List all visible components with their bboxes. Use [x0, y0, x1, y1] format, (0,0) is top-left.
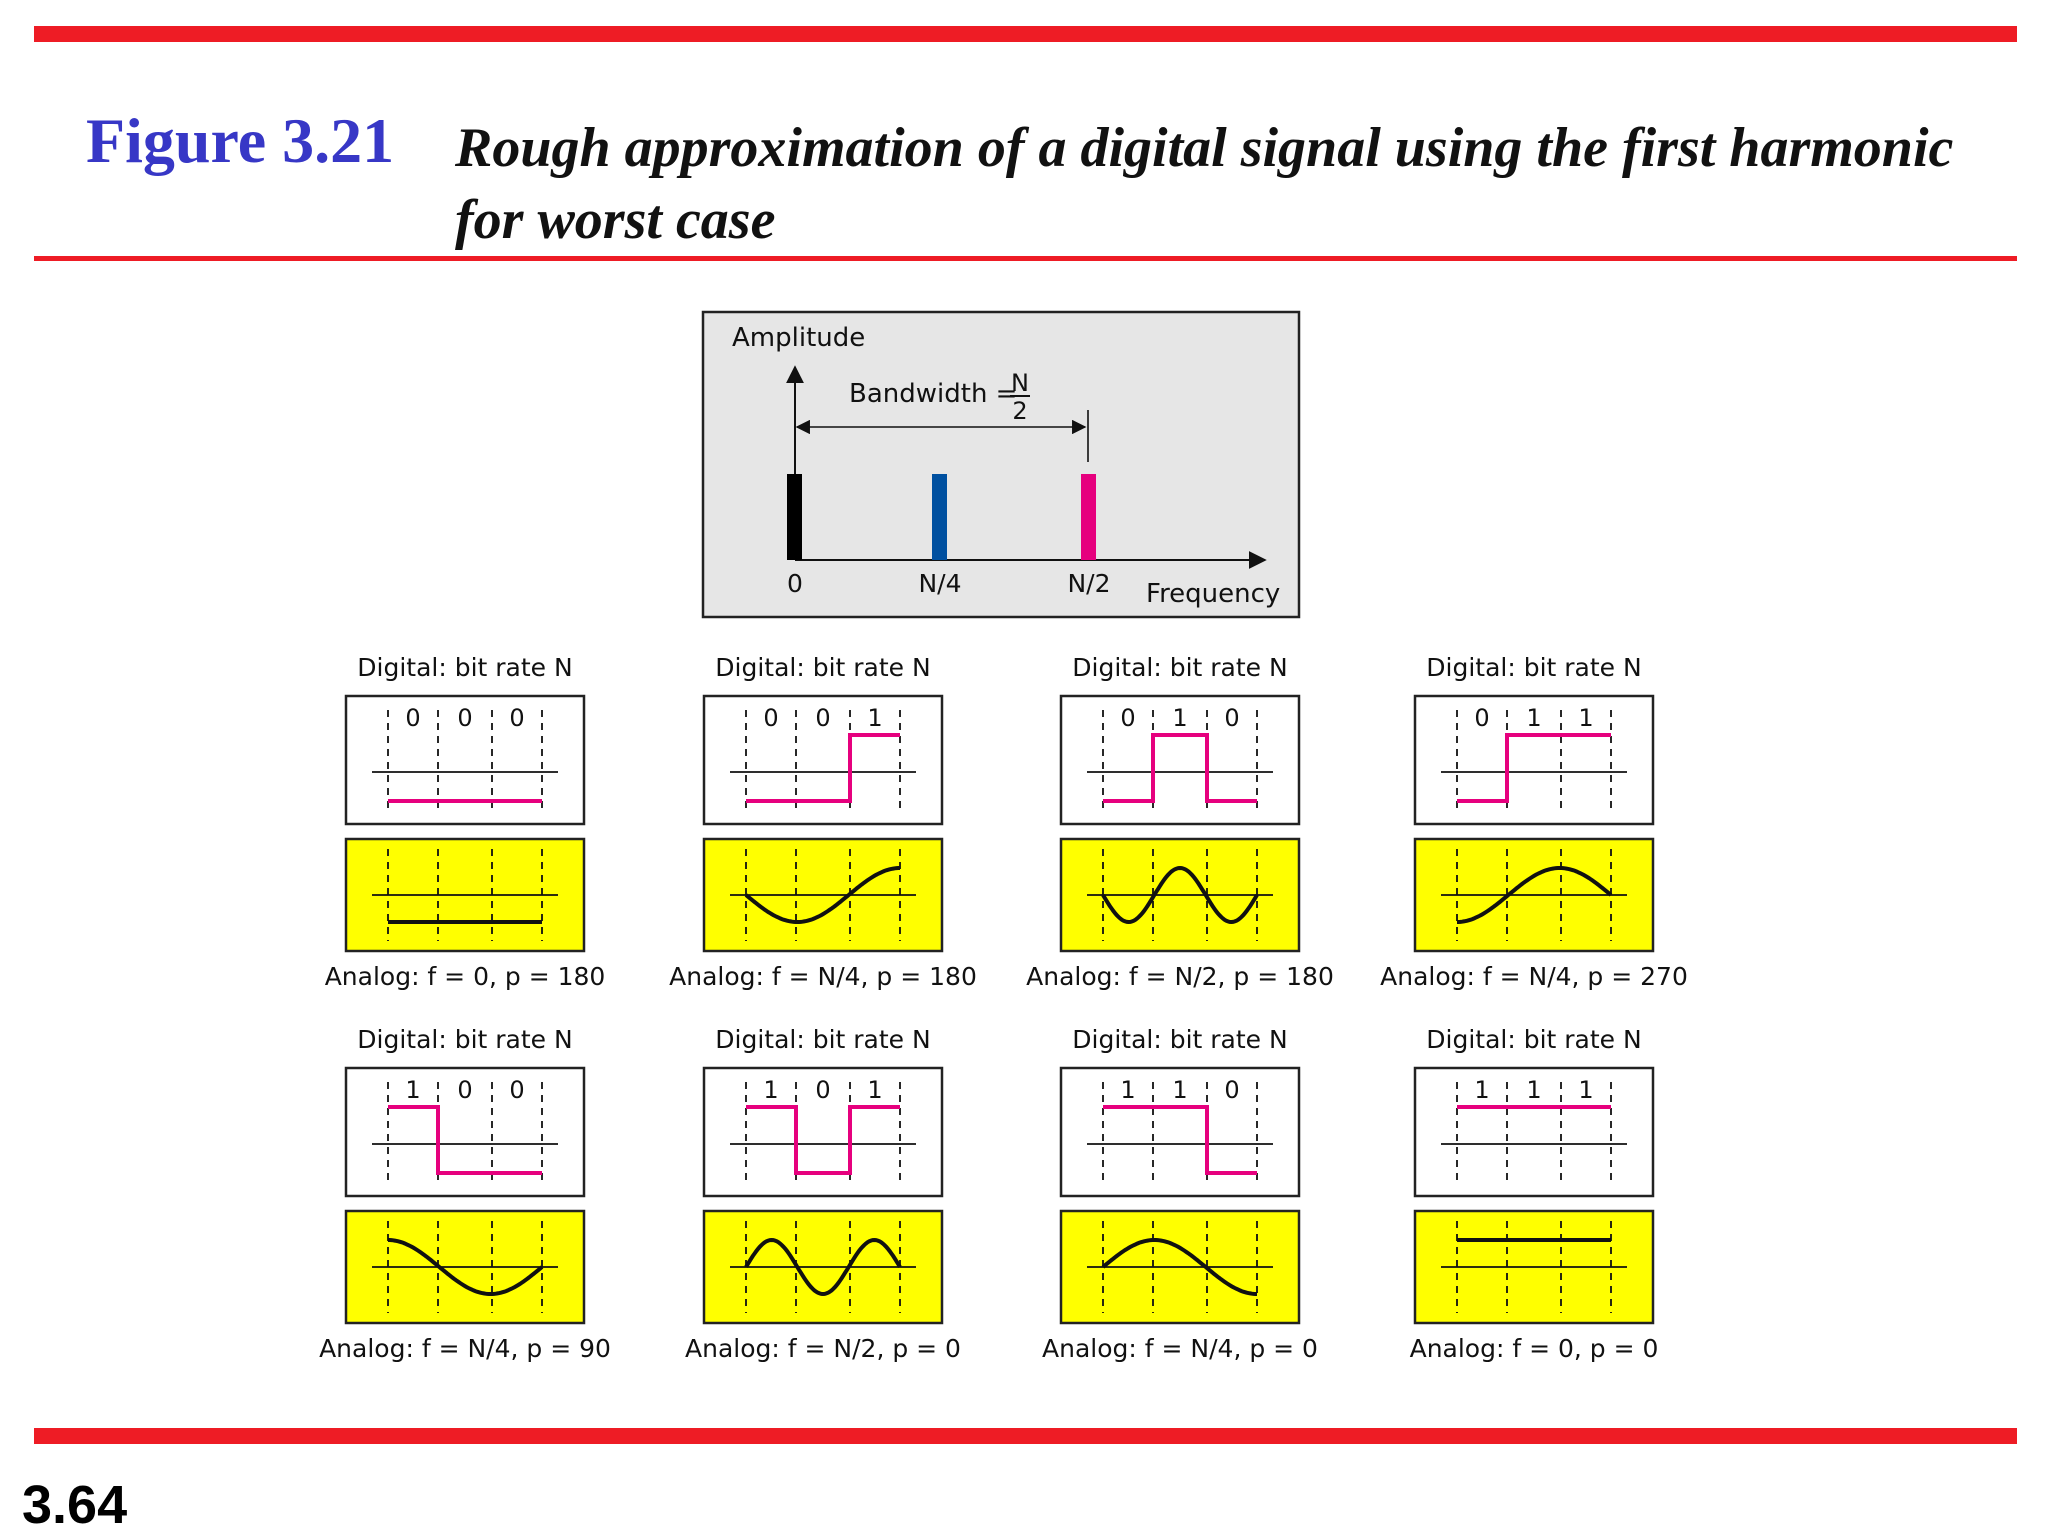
- digital-label: Digital: bit rate N: [1426, 1025, 1641, 1054]
- digital-box: [1059, 1066, 1301, 1198]
- bit-label: 1: [1474, 1076, 1489, 1104]
- signal-panel: Digital: bit rate N 1 1 0 Analog: f = N/4, p…: [1042, 1025, 1318, 1363]
- analog-label: Analog: f = N/2, p = 180: [1026, 962, 1334, 991]
- digital-signal: [1457, 733, 1611, 803]
- title-underline: [34, 256, 2017, 261]
- signal-panel: Digital: bit rate N 1 0 0 Analog: f = N/4, p…: [319, 1025, 611, 1363]
- digital-label: Digital: bit rate N: [1072, 1025, 1287, 1054]
- analog-wave: [1457, 866, 1613, 924]
- digital-signal: [746, 733, 900, 803]
- analog-wave: [744, 866, 900, 924]
- bit-label: 1: [763, 1076, 778, 1104]
- digital-box: [1059, 694, 1301, 826]
- bit-label: 0: [1120, 704, 1135, 732]
- bit-label: 0: [1474, 704, 1489, 732]
- bit-label: 0: [815, 704, 830, 732]
- harmonic-figure: Amplitude Bandwidth = N 2 0 N/4 N/2 Freq…: [319, 310, 1688, 1363]
- analog-label: Analog: f = N/2, p = 0: [685, 1334, 961, 1363]
- frequency-label: Frequency: [1146, 579, 1280, 609]
- tick-label-n4: N/4: [918, 569, 961, 598]
- bit-label: 0: [1224, 704, 1239, 732]
- spectrum-box: [701, 310, 1301, 619]
- analog-label: Analog: f = N/4, p = 180: [669, 962, 977, 991]
- digital-label: Digital: bit rate N: [357, 653, 572, 682]
- bit-label: 1: [1120, 1076, 1135, 1104]
- bit-label: 0: [509, 1076, 524, 1104]
- tick-label-0: 0: [787, 569, 803, 598]
- analog-label: Analog: f = 0, p = 0: [1410, 1334, 1659, 1363]
- bit-label: 0: [763, 704, 778, 732]
- digital-signal: [1103, 1105, 1257, 1175]
- digital-box: [1413, 1066, 1655, 1198]
- digital-label: Digital: bit rate N: [357, 1025, 572, 1054]
- bandwidth-denominator: 2: [1012, 397, 1027, 425]
- figure-number: Figure 3.21: [86, 105, 395, 176]
- bit-label: 1: [405, 1076, 420, 1104]
- bit-label: 1: [1172, 1076, 1187, 1104]
- bit-label: 1: [1578, 704, 1593, 732]
- bit-label: 1: [1526, 704, 1541, 732]
- bit-label: 0: [457, 704, 472, 732]
- analog-wave: [1101, 1238, 1257, 1296]
- digital-signal: [746, 1105, 900, 1175]
- analog-wave: [744, 1237, 902, 1297]
- bit-label: 1: [1172, 704, 1187, 732]
- signal-panel: Digital: bit rate N 0 1 0 Analog: f = N/2, p…: [1026, 653, 1334, 991]
- top-rule: [34, 26, 2017, 42]
- tick-label-n2: N/2: [1067, 569, 1110, 598]
- digital-signal: [388, 1105, 542, 1175]
- analog-wave: [1101, 865, 1259, 925]
- amplitude-label: Amplitude: [732, 323, 865, 353]
- digital-signal: [1103, 733, 1257, 803]
- bit-label: 0: [457, 1076, 472, 1104]
- spectrum-bar-n2: [1081, 474, 1096, 560]
- bit-label: 1: [1578, 1076, 1593, 1104]
- bit-label: 0: [1224, 1076, 1239, 1104]
- bit-label: 0: [405, 704, 420, 732]
- analog-wave: [388, 1238, 544, 1296]
- spectrum-bar-n4: [932, 474, 947, 560]
- bit-label: 0: [815, 1076, 830, 1104]
- analog-label: Analog: f = N/4, p = 270: [1380, 962, 1688, 991]
- signal-panels: Digital: bit rate N 0 0 0 Analog: f = 0, p =…: [319, 653, 1688, 1363]
- bottom-rule: [34, 1428, 2017, 1444]
- slide-number: 3.64: [22, 1475, 128, 1535]
- analog-label: Analog: f = N/4, p = 90: [319, 1334, 611, 1363]
- signal-panel: Digital: bit rate N 0 0 1 Analog: f = N/4, p…: [669, 653, 977, 991]
- signal-panel: Digital: bit rate N 1 0 1 Analog: f = N/2, p…: [685, 1025, 961, 1363]
- bit-label: 0: [509, 704, 524, 732]
- bandwidth-numerator: N: [1011, 369, 1029, 397]
- bit-label: 1: [867, 704, 882, 732]
- digital-label: Digital: bit rate N: [715, 653, 930, 682]
- figure-caption-line-1: Rough approximation of a digital signal …: [455, 117, 1954, 179]
- spectrum-bar-0: [787, 474, 802, 560]
- digital-box: [1413, 694, 1655, 826]
- figure-caption: Rough approximation of a digital signal …: [455, 112, 2015, 256]
- digital-label: Digital: bit rate N: [1072, 653, 1287, 682]
- digital-label: Digital: bit rate N: [1426, 653, 1641, 682]
- bit-label: 1: [867, 1076, 882, 1104]
- bit-label: 1: [1526, 1076, 1541, 1104]
- signal-panel: Digital: bit rate N 0 1 1 Analog: f = N/4, p…: [1380, 653, 1688, 991]
- analog-label: Analog: f = N/4, p = 0: [1042, 1334, 1318, 1363]
- figure-caption-line-2: for worst case: [455, 189, 776, 251]
- spectrum-diagram: Amplitude Bandwidth = N 2 0 N/4 N/2 Freq…: [701, 310, 1301, 619]
- signal-panel: Digital: bit rate N 1 1 1 Analog: f = 0, p =…: [1410, 1025, 1659, 1363]
- analog-label: Analog: f = 0, p = 180: [325, 962, 606, 991]
- digital-label: Digital: bit rate N: [715, 1025, 930, 1054]
- digital-box: [344, 694, 586, 826]
- signal-panel: Digital: bit rate N 0 0 0 Analog: f = 0, p =…: [325, 653, 606, 991]
- bandwidth-label: Bandwidth =: [849, 379, 1017, 409]
